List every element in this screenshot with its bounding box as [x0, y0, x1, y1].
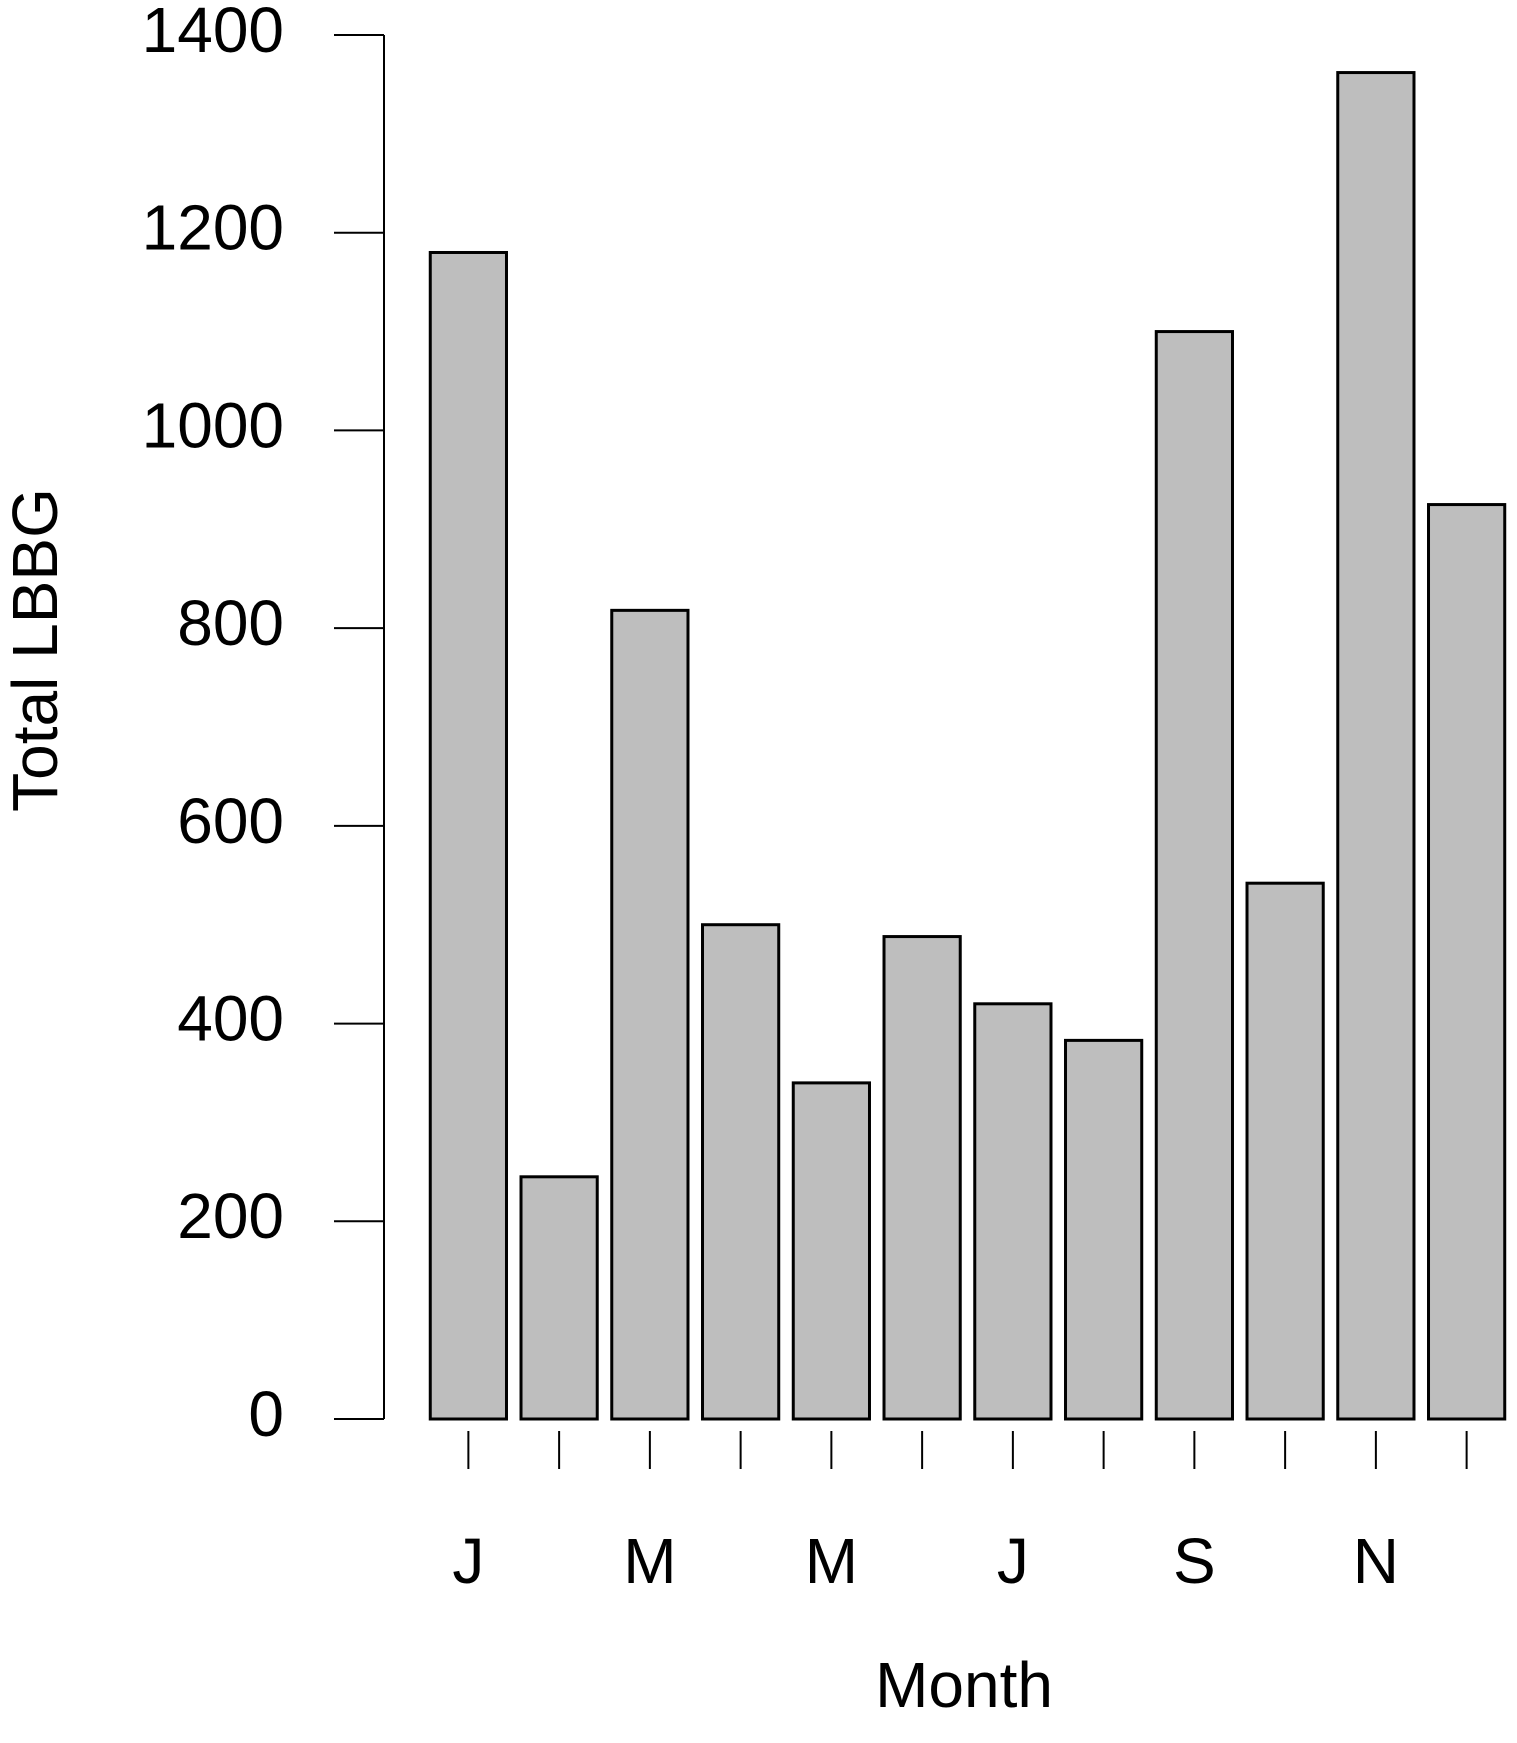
y-tick-label: 1200 — [142, 192, 284, 264]
y-tick-label: 1000 — [142, 389, 284, 461]
bar — [882, 935, 962, 1421]
x-axis-label: Month — [875, 1649, 1053, 1721]
bar — [1427, 503, 1507, 1421]
y-tick-label: 1400 — [142, 0, 284, 66]
bar — [1336, 71, 1416, 1421]
y-axis-label: Total LBBG — [0, 488, 71, 812]
x-tick-label: N — [1353, 1525, 1399, 1597]
x-tick-label: M — [623, 1525, 676, 1597]
bar — [610, 608, 690, 1421]
bar — [519, 1175, 599, 1421]
y-tick-label: 400 — [177, 982, 284, 1054]
bar — [701, 923, 781, 1421]
x-tick-label: J — [997, 1525, 1029, 1597]
bar — [428, 250, 508, 1421]
y-tick-label: 800 — [177, 587, 284, 659]
x-tick-label: M — [805, 1525, 858, 1597]
x-tick-label: J — [452, 1525, 484, 1597]
bar — [973, 1002, 1053, 1421]
bar — [1245, 881, 1325, 1421]
bar — [1154, 330, 1234, 1421]
y-tick-label: 0 — [248, 1378, 284, 1450]
x-tick-label: S — [1173, 1525, 1216, 1597]
bar — [791, 1081, 871, 1421]
y-tick-label: 600 — [177, 785, 284, 857]
bar — [1064, 1038, 1144, 1421]
y-tick-label: 200 — [177, 1180, 284, 1252]
